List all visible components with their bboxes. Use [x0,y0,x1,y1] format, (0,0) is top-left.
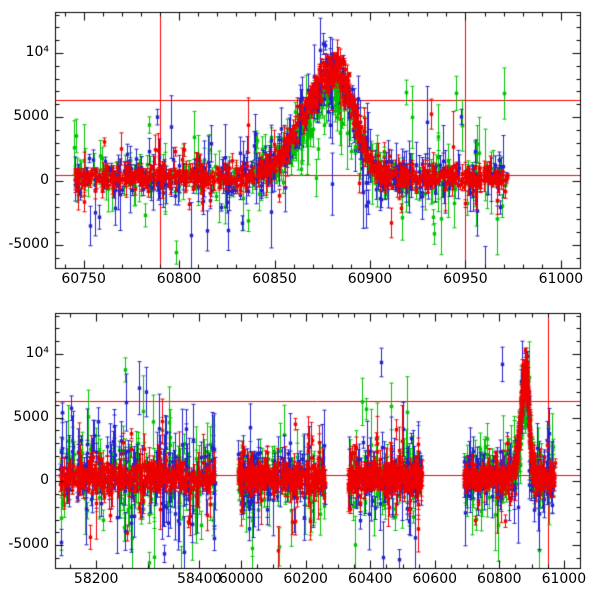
y-tick-label: 5000 [13,107,49,124]
x-tick-label: 61000 [541,571,587,587]
y-tick-label: 0 [40,171,49,188]
y-tick-label: 5000 [13,408,49,425]
y-tick-label: -5000 [8,235,49,252]
x-tick-label: 60800 [477,571,522,587]
x-tick-label: 61000 [538,271,584,287]
x-tick-label: 58400 [176,571,222,587]
x-tick-label: 60000 [218,571,264,587]
x-tick-label: 60950 [443,271,488,287]
y-tick-label: 0 [40,472,49,489]
x-tick-label: 60750 [61,271,106,287]
x-tick-label: 60800 [156,271,202,287]
y-tick-label: 10⁴ [25,344,49,361]
x-tick-label: 60200 [283,571,328,587]
x-tick-label: 60900 [347,271,393,287]
x-tick-label: 60400 [347,571,393,587]
x-tick-label: 60600 [412,571,458,587]
y-tick-label: -5000 [8,536,49,553]
x-tick-label: 58200 [73,571,119,587]
x-tick-label: 60850 [252,271,297,287]
y-tick-label: 10⁴ [25,43,49,60]
